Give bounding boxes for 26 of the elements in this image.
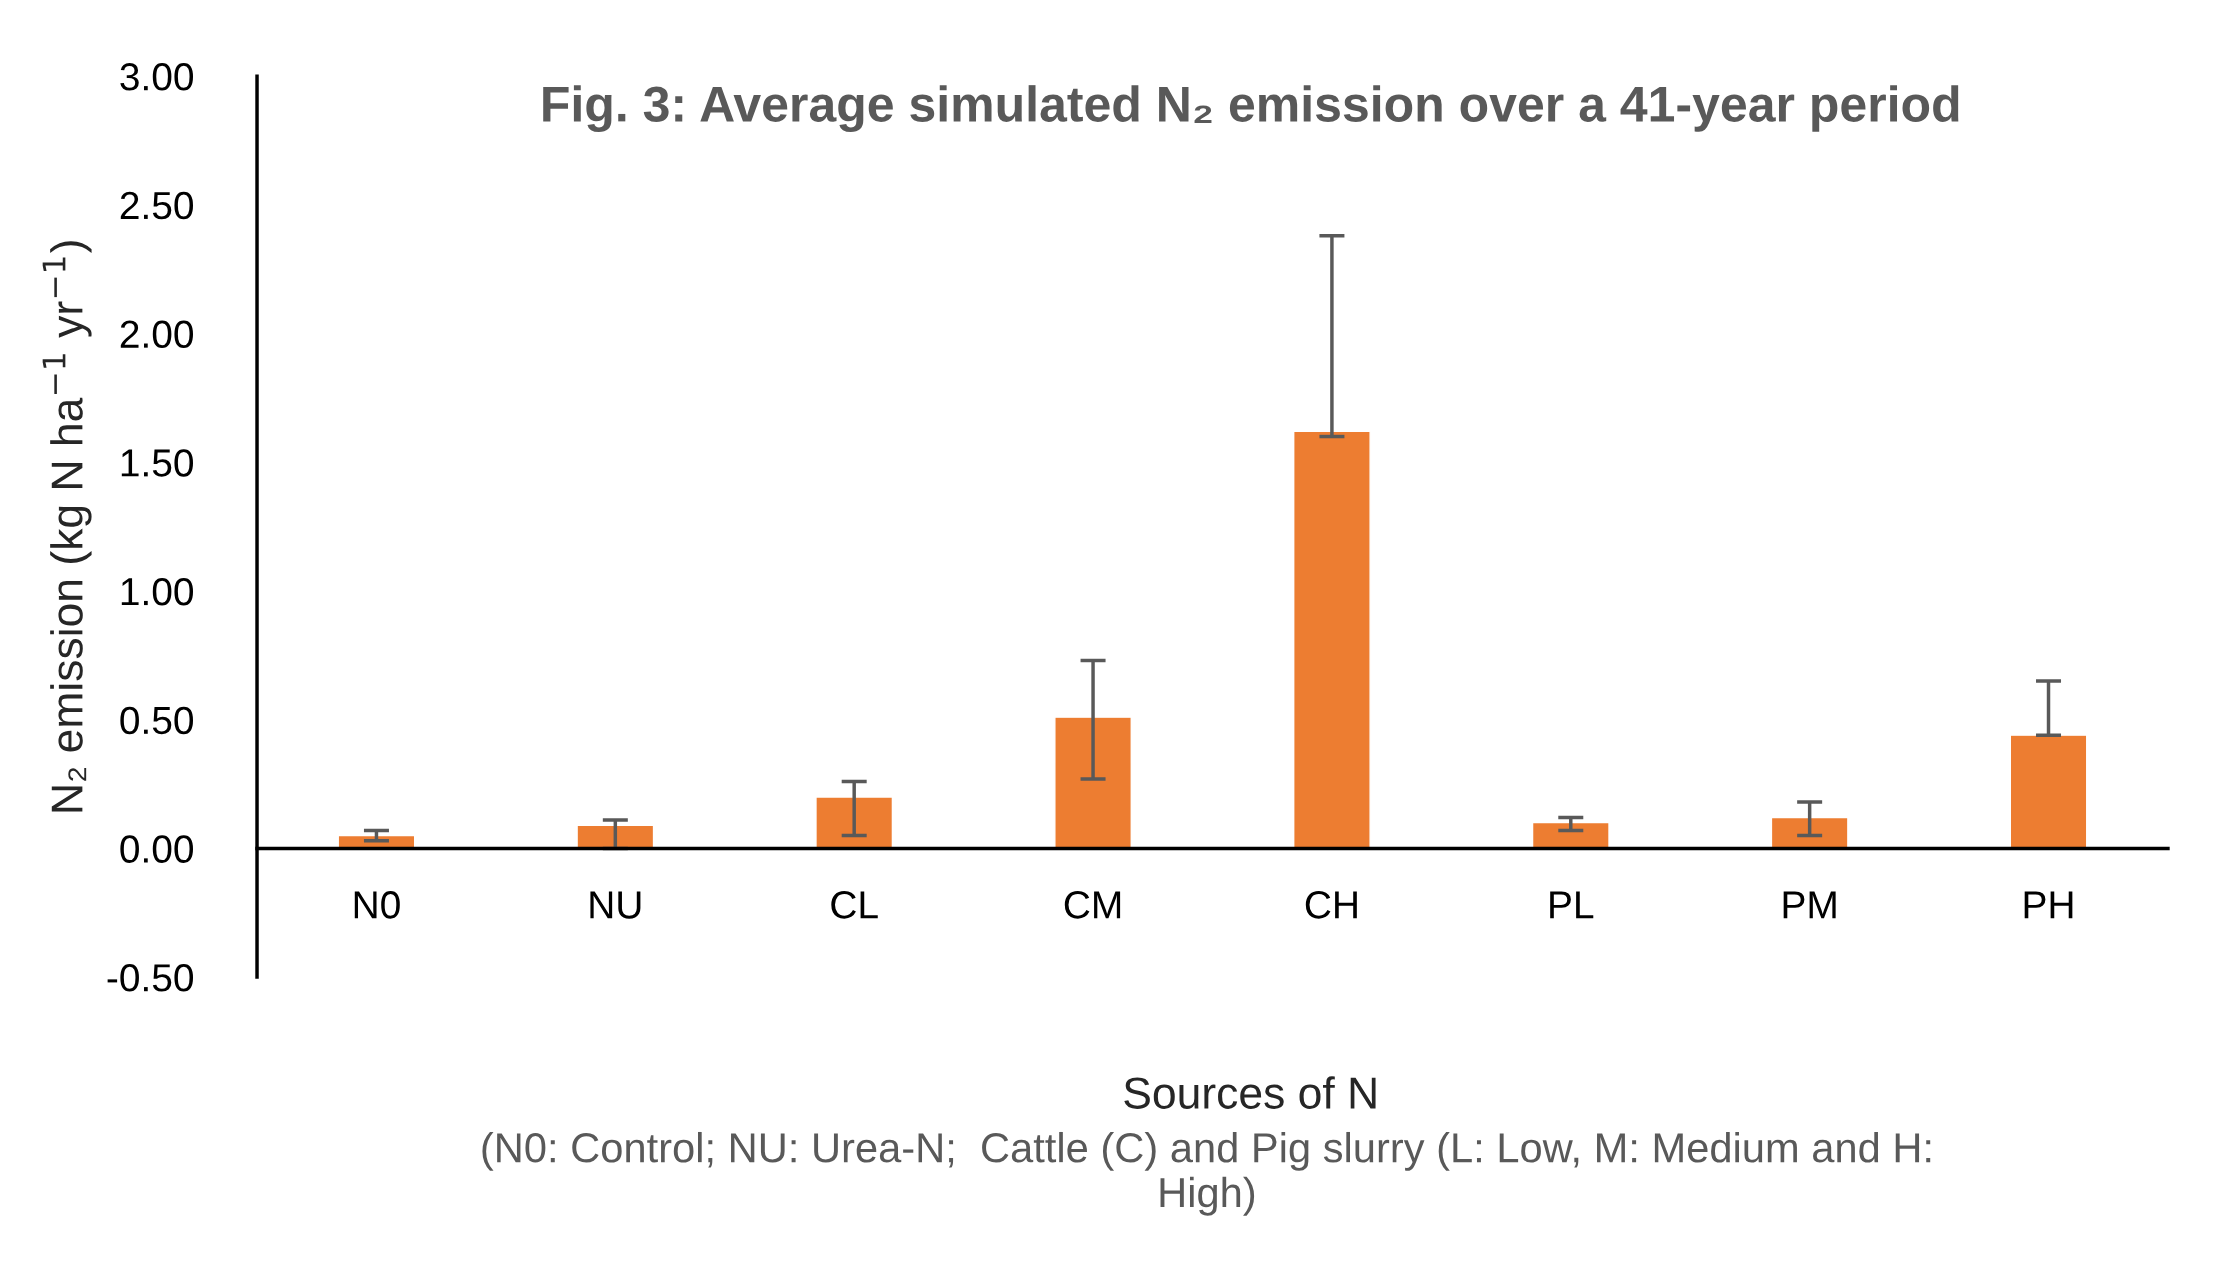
x-axis-title: Sources of N [1124,1076,1376,1109]
chart-title: Fig. 3: Average simulated N₂ emission over a 41-year period [543,85,1959,132]
y-tick-label: 1.50 [121,449,194,477]
x-tick-label: NU [590,891,641,919]
bar [1531,821,1610,850]
y-axis-title: N₂ emission (kg N ha$^{−1}$ yr$^{−1}$) [42,241,92,812]
x-tick-label: CL [831,891,878,919]
x-tick-label: CH [1305,891,1357,919]
x-tick-label: CM [1064,891,1121,919]
y-tick-label: 0.50 [120,706,194,735]
x-tick-label: PM [1783,891,1836,919]
text: (N0: Control; NU: Urea-N; Cattle (C) and Pig slurry (L: Low, M: Medium and H: High) [482,1131,1931,1216]
y-tick-label: 3.00 [120,63,194,91]
y-tick-label: 2.00 [120,320,194,349]
x-tick-label: PH [2024,891,2073,919]
y-tick-label: 1.00 [121,577,194,606]
bar [1293,430,1371,850]
bar [815,796,894,850]
bar [1054,716,1132,850]
y-tick-label: -0.50 [107,964,194,992]
x-tick-label: N0 [354,891,400,919]
y-tick-label: 2.50 [120,191,194,220]
bar [2009,734,2088,850]
x-tick-label: PL [1550,891,1594,919]
bar [1770,816,1849,850]
y-tick-label: 0.00 [120,835,194,863]
